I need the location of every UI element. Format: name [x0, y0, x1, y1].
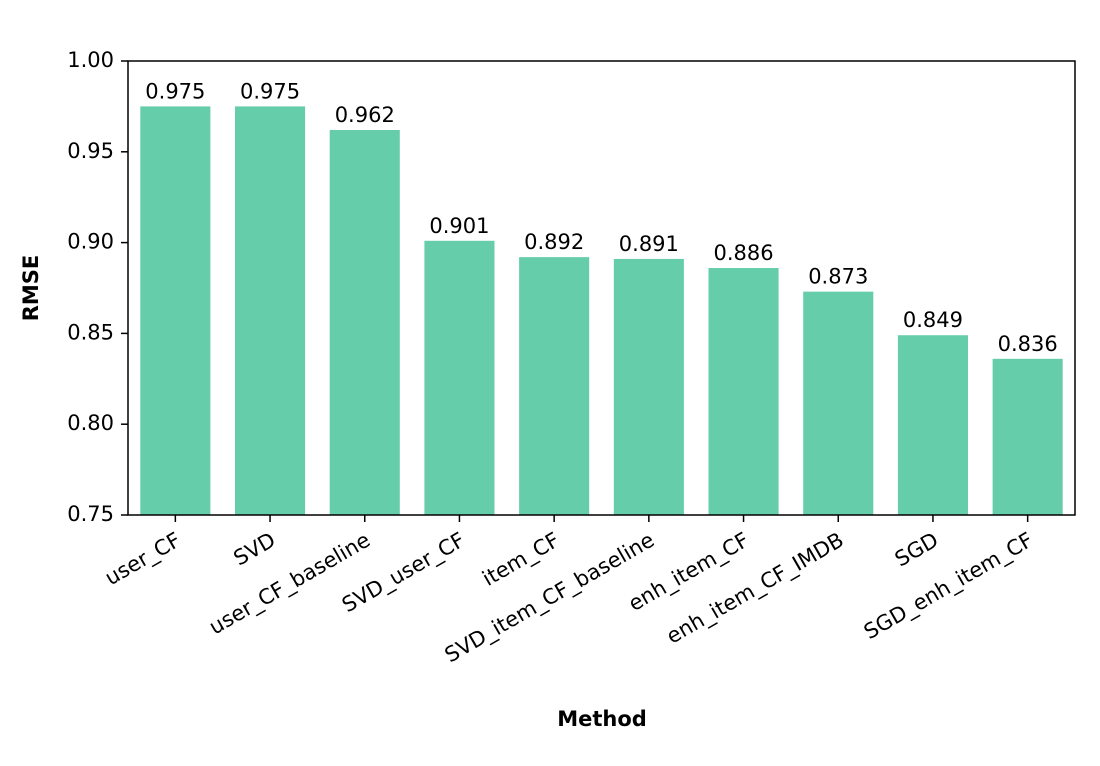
bar: [992, 358, 1063, 515]
y-tick-label: 0.95: [67, 139, 114, 163]
bar: [329, 130, 400, 515]
x-tick-label: SGD_enh_item_CF: [860, 528, 1038, 645]
y-tick-label: 1.00: [67, 48, 114, 72]
y-tick-label: 0.90: [67, 230, 114, 254]
bar: [424, 240, 495, 515]
bar: [897, 335, 968, 515]
data-label: 0.975: [145, 79, 205, 103]
x-tick-label: enh_item_CF_IMDB: [662, 528, 848, 650]
y-axis-label: RMSE: [19, 255, 43, 322]
bar: [519, 257, 590, 515]
data-label: 0.849: [903, 308, 963, 332]
bar: [235, 106, 306, 516]
x-tick-label: SGD: [891, 528, 943, 572]
bar: [708, 268, 779, 515]
data-label: 0.873: [808, 265, 868, 289]
data-label: 0.962: [335, 103, 395, 127]
plot-frame: [127, 60, 1076, 516]
data-label: 0.891: [619, 232, 679, 256]
x-tick-label: user_CF_baseline: [205, 528, 375, 640]
y-tick-label: 0.85: [67, 320, 114, 344]
bar: [140, 106, 211, 516]
bar: [803, 291, 874, 515]
x-axis-label: Method: [557, 707, 647, 731]
data-label: 0.901: [429, 214, 489, 238]
y-tick-label: 0.80: [67, 411, 114, 435]
data-label: 0.892: [524, 230, 584, 254]
data-label: 0.975: [240, 79, 300, 103]
bar: [613, 258, 684, 515]
x-tick-label: user_CF: [101, 528, 185, 591]
x-tick-label: SVD: [230, 528, 280, 571]
y-tick-label: 0.75: [67, 502, 114, 526]
data-label: 0.836: [998, 332, 1058, 356]
data-label: 0.886: [713, 241, 773, 265]
